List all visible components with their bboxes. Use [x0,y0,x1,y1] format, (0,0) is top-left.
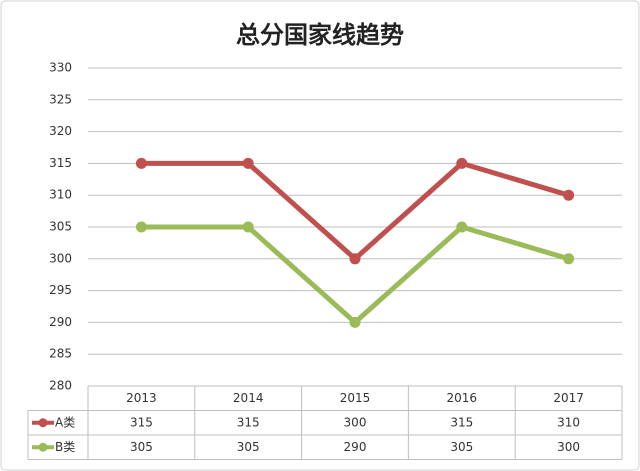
x-tick-label: 2013 [126,391,157,405]
x-tick-label: 2016 [447,391,478,405]
series-marker [135,157,147,169]
chart-title: 总分国家线趋势 [236,21,404,49]
y-tick-label: 310 [49,188,72,202]
table-value: 315 [130,415,153,429]
y-tick-label: 285 [49,347,72,361]
legend-label: A类 [55,415,75,429]
series-marker [242,157,254,169]
series-marker [349,253,361,265]
series-marker [242,221,254,233]
x-tick-label: 2015 [340,391,371,405]
y-tick-label: 290 [49,315,72,329]
series-marker [563,189,575,201]
series-marker [456,221,468,233]
y-tick-label: 325 [49,92,72,106]
series-marker [456,157,468,169]
y-tick-label: 295 [49,283,72,297]
table-value: 305 [237,440,260,454]
y-tick-label: 320 [49,124,72,138]
table-value: 305 [450,440,473,454]
y-tick-label: 315 [49,156,72,170]
table-value: 310 [557,415,580,429]
table-value: 300 [557,440,580,454]
table-value: 315 [450,415,473,429]
y-tick-label: 330 [49,61,72,75]
legend-label: B类 [55,440,75,454]
table-value: 300 [344,415,367,429]
series-marker [349,316,361,328]
series-marker [563,253,575,265]
y-tick-label: 305 [49,220,72,234]
series-marker [135,221,147,233]
y-tick-label: 280 [49,379,72,393]
table-value: 290 [344,440,367,454]
legend-marker [38,442,48,452]
y-tick-label: 300 [49,251,72,265]
table-value: 305 [130,440,153,454]
legend-marker [38,418,48,428]
x-tick-label: 2014 [233,391,264,405]
x-tick-label: 2017 [553,391,584,405]
table-value: 315 [237,415,260,429]
